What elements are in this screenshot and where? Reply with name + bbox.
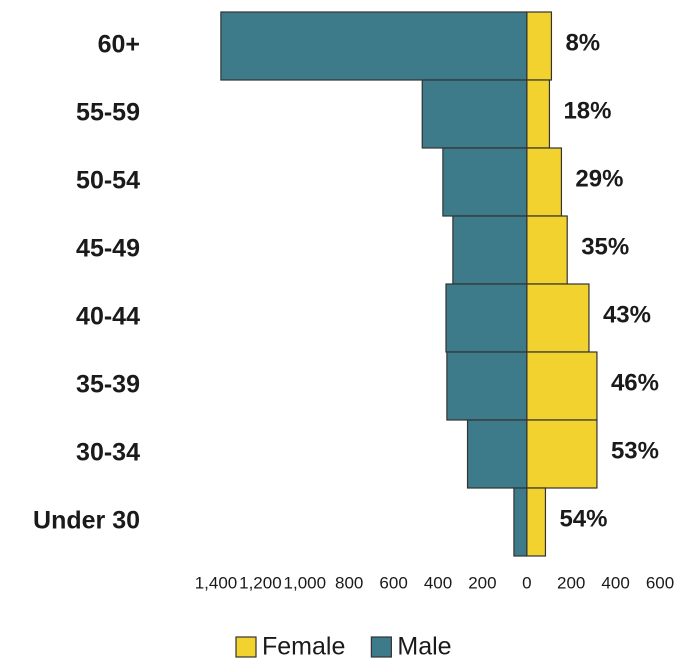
category-label: 30-34 (76, 439, 140, 467)
legend-swatch (370, 636, 392, 658)
bar (526, 79, 551, 149)
bar (526, 11, 553, 81)
category-label: 60+ (98, 31, 140, 59)
x-tick-label: 600 (646, 573, 674, 592)
bar (466, 419, 528, 489)
x-tick-label: 1,200 (239, 573, 282, 592)
category-label: 40-44 (76, 303, 140, 331)
bar (526, 487, 547, 557)
bar (513, 487, 528, 557)
bar (442, 147, 528, 217)
x-tick-label: 200 (557, 573, 585, 592)
percent-label: 35% (581, 233, 629, 260)
bar (220, 11, 528, 81)
x-tick-label: 600 (379, 573, 407, 592)
category-label: 55-59 (76, 99, 140, 127)
percent-label: 29% (575, 165, 623, 192)
x-tick-label: 200 (468, 573, 496, 592)
x-tick-label: 400 (601, 573, 629, 592)
bar (526, 147, 563, 217)
percent-label: 8% (565, 29, 600, 56)
percent-label: 43% (603, 301, 651, 328)
bar (526, 283, 590, 353)
x-tick-label: 1,400 (195, 573, 238, 592)
percent-label: 54% (559, 505, 607, 532)
legend-label: Female (262, 633, 345, 661)
bar (445, 283, 528, 353)
bar (526, 215, 568, 285)
percent-label: 46% (611, 369, 659, 396)
bar (526, 351, 598, 421)
category-label: 50-54 (76, 167, 140, 195)
x-tick-label: 1,000 (284, 573, 327, 592)
legend-swatch (235, 636, 257, 658)
bar (452, 215, 528, 285)
percent-label: 53% (611, 437, 659, 464)
percent-label: 18% (563, 97, 611, 124)
bar (446, 351, 528, 421)
bar (421, 79, 528, 149)
category-label: 45-49 (76, 235, 140, 263)
category-label: 35-39 (76, 371, 140, 399)
x-tick-label: 400 (424, 573, 452, 592)
x-tick-label: 0 (522, 573, 531, 592)
x-tick-label: 800 (335, 573, 363, 592)
category-label: Under 30 (33, 507, 140, 535)
bar (526, 419, 598, 489)
legend-label: Male (397, 633, 451, 661)
